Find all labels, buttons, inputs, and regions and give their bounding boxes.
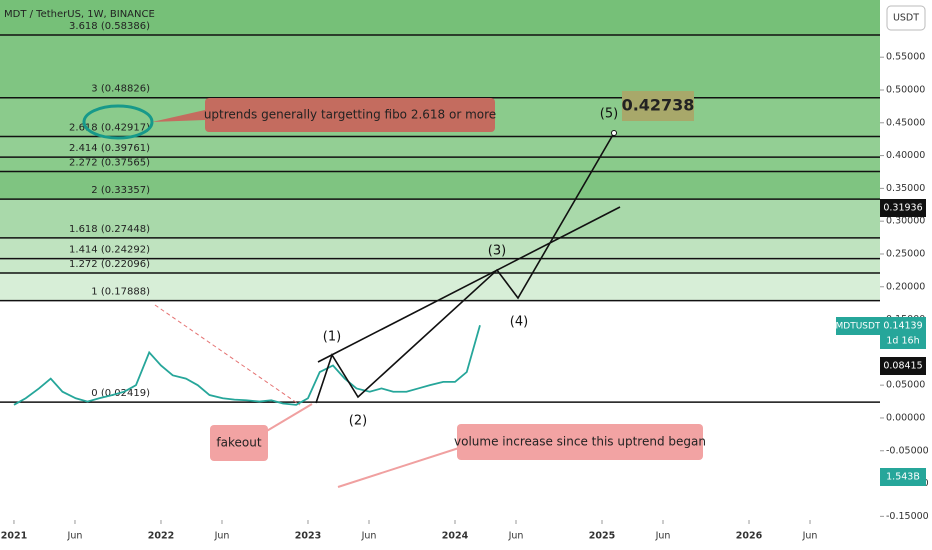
x-tick-label: Jun bbox=[802, 531, 818, 542]
trend-line bbox=[317, 206, 621, 363]
volume-badge bbox=[880, 468, 926, 486]
fib-label: 1 (0.17888) bbox=[91, 287, 150, 298]
callout-box bbox=[210, 425, 268, 461]
target-box bbox=[622, 91, 694, 121]
fib-label: 2 (0.33357) bbox=[91, 185, 150, 196]
wave-label: (4) bbox=[510, 315, 528, 330]
x-tick-label: 2024 bbox=[442, 531, 469, 542]
fib-label: 2.272 (0.37565) bbox=[69, 158, 150, 169]
wave-label: (5) bbox=[600, 107, 618, 122]
x-tick-label: Jun bbox=[214, 531, 230, 542]
fib-band bbox=[0, 136, 880, 158]
fib-band bbox=[0, 0, 880, 35]
y-tick-label: 0.35000 bbox=[886, 183, 925, 194]
countdown-text: 1d 16h bbox=[886, 336, 919, 347]
fib-band bbox=[0, 171, 880, 200]
y-tick-label: 0.20000 bbox=[886, 281, 925, 292]
callout-pointer bbox=[152, 110, 205, 122]
wave-label: (2) bbox=[349, 414, 367, 429]
time-axis-bg bbox=[0, 520, 880, 550]
volume-badge-text: 1.543B bbox=[886, 472, 920, 483]
x-tick-label: 2023 bbox=[295, 531, 321, 542]
x-tick-label: 2025 bbox=[589, 531, 615, 542]
symbol-badge bbox=[836, 317, 880, 335]
fib-band bbox=[0, 199, 880, 238]
price-badge-text: 0.08415 bbox=[883, 361, 922, 372]
fib-label: 3.618 (0.58386) bbox=[69, 21, 150, 32]
callout-text: uptrends generally targetting fibo 2.618… bbox=[204, 108, 496, 122]
y-tick-label: 0.30000 bbox=[886, 216, 925, 227]
fib-band bbox=[0, 34, 880, 98]
y-tick-label: 0.00000 bbox=[886, 412, 925, 423]
target-text: 0.42738 bbox=[622, 96, 695, 115]
fib-band bbox=[0, 237, 880, 259]
callout-box bbox=[205, 98, 495, 132]
symbol-badge-text: MDTUSDT bbox=[836, 322, 881, 332]
fib-band bbox=[0, 157, 880, 172]
y-tick-label: 0.45000 bbox=[886, 117, 925, 128]
price-badge bbox=[880, 317, 926, 349]
x-tick-label: Jun bbox=[67, 531, 83, 542]
target-point bbox=[611, 130, 617, 136]
elliott-wave bbox=[315, 132, 615, 404]
y-tick-label: 0.05000 bbox=[886, 380, 925, 391]
y-tick-label: -0.05000 bbox=[886, 445, 929, 456]
wave-label: (3) bbox=[488, 244, 506, 259]
fib-label: 2.414 (0.39761) bbox=[69, 143, 150, 154]
price-line bbox=[13, 324, 481, 406]
callout-text: fakeout bbox=[216, 436, 261, 450]
fib-label: 1.414 (0.24292) bbox=[69, 245, 150, 256]
callout-pointer bbox=[337, 446, 463, 488]
fib-label: 3 (0.48826) bbox=[91, 84, 150, 95]
currency-button[interactable] bbox=[886, 5, 926, 31]
fib-label: 1.272 (0.22096) bbox=[69, 259, 150, 270]
callout-pointer bbox=[264, 403, 313, 433]
y-tick-label: -0.15000 bbox=[886, 511, 929, 522]
y-tick-label: 0.55000 bbox=[886, 52, 925, 63]
callout-text: volume increase since this uptrend began bbox=[454, 435, 706, 449]
price-badge bbox=[880, 357, 926, 375]
callout-box bbox=[457, 424, 703, 460]
wave-label: (1) bbox=[323, 330, 341, 345]
x-tick-label: Jun bbox=[508, 531, 524, 542]
fib-band bbox=[0, 258, 880, 274]
fib-label: 2.618 (0.42917) bbox=[69, 122, 150, 133]
chart-title: MDT / TetherUS, 1W, BINANCE bbox=[4, 9, 155, 20]
x-tick-label: 2022 bbox=[148, 531, 174, 542]
price-badge-text: 0.31936 bbox=[883, 203, 922, 214]
currency-button-text[interactable]: USDT bbox=[893, 13, 919, 24]
dashed-trend bbox=[154, 304, 301, 406]
x-tick-label: Jun bbox=[361, 531, 377, 542]
price-badge bbox=[880, 199, 926, 217]
y-tick-label: 0.25000 bbox=[886, 248, 925, 259]
fib-band bbox=[0, 273, 880, 301]
price-badge-text: 0.14139 bbox=[883, 321, 922, 332]
fib-label: 1.618 (0.27448) bbox=[69, 224, 150, 235]
y-tick-label: 0.50000 bbox=[886, 84, 925, 95]
x-tick-label: Jun bbox=[655, 531, 671, 542]
y-tick-label: 0.40000 bbox=[886, 150, 925, 161]
price-axis-bg bbox=[880, 0, 932, 550]
x-tick-label: 2026 bbox=[736, 531, 763, 542]
x-tick-label: 2021 bbox=[1, 531, 27, 542]
